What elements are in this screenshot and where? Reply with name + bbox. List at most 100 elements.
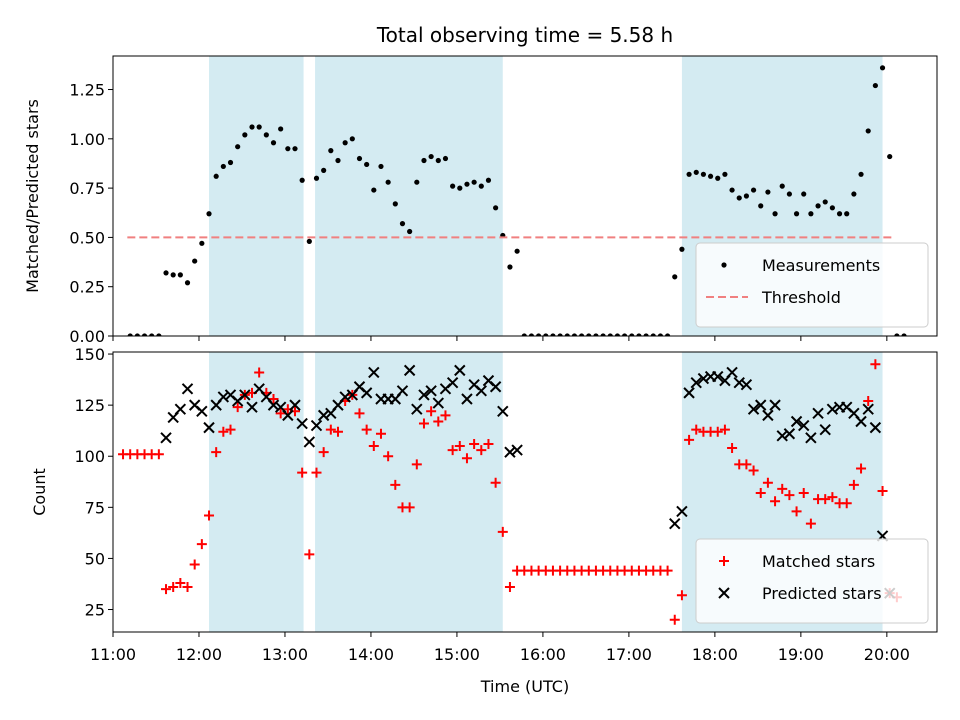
predicted-stars-point [339,391,351,403]
measurements-point [163,270,169,276]
predicted-stars-point [303,436,316,448]
legend-box [695,242,929,328]
measurements-point [779,183,785,189]
matched-stars-point [877,485,888,496]
matched-stars-point [791,506,802,517]
predicted-stars-point [669,517,681,530]
matched-stars-point [497,526,508,537]
matched-stars-point [669,614,680,625]
measurements-point [442,155,449,162]
matched-stars-point [189,559,200,570]
predicted-stars-point [296,417,308,430]
measurements-point [313,175,320,181]
predicted-stars-point [762,409,774,422]
predicted-stars-point [676,505,688,518]
measurements-point [636,333,642,336]
matched-stars-point [770,496,781,507]
measurements-point [349,136,355,142]
y-axis-label: Count [30,468,49,516]
measurements-point [586,333,592,336]
legend-measurements-label: Measurements [762,256,880,275]
measurements-point [836,211,843,217]
measurements-point [521,333,527,336]
matched-stars-point [461,453,472,464]
matched-stars-point [418,418,429,429]
predicted-stars-point [461,393,473,405]
matched-stars-point [755,488,766,499]
measurements-point [808,211,814,217]
measurements-point [378,163,384,170]
measurements-point [858,171,864,177]
chart-title: Total observing time = 5.58 h [376,23,673,47]
measurements-point [471,179,477,185]
measurements-point [664,333,671,336]
matched-stars-point [404,502,415,513]
matched-stars-point [798,488,809,499]
predicted-stars-point [411,403,423,415]
predicted-stars-point [783,428,796,440]
measurements-point [629,333,635,336]
predicted-stars-point [812,407,824,420]
measurements-point [743,193,750,199]
matched-stars-point [275,408,286,419]
measurements-point [493,205,499,211]
measurements-point [385,179,391,185]
y-tick-label: 150 [74,345,105,364]
matched-stars-point [232,402,243,413]
predicted-stars-point [497,405,509,417]
matched-stars-point [268,394,279,405]
predicted-stars-point [203,421,215,434]
y-axis-label: Matched/Predicted stars [23,99,42,293]
matched-stars-point [841,498,852,509]
matched-stars-point [727,443,738,454]
predicted-stars-point [819,423,831,436]
y-tick-label: 50 [85,549,105,568]
measurements-point [399,221,406,227]
matched-stars-point [433,416,444,427]
measurements-point [256,124,262,130]
predicted-stars-point [869,421,882,434]
measurements-point [693,169,699,175]
measurements-point [364,161,370,168]
legend-predicted-stars-swatch [718,587,730,599]
axes-frame [112,55,938,337]
y-tick-label: 0.25 [69,278,105,297]
matched-stars-point [684,434,695,445]
matched-stars-point [676,590,687,601]
measurements-point [571,333,578,336]
predicted-stars-point [855,415,867,428]
y-tick-label: 0.50 [69,228,105,247]
measurements-point [536,333,542,336]
y-tick-label: 75 [85,498,105,517]
measurements-point [607,333,613,336]
predicted-stars-point [755,399,767,411]
measurements-point [786,191,792,197]
measurements-point [478,183,484,189]
predicted-stars-point [747,403,760,415]
measurements-point [407,228,413,235]
predicted-stars-point [454,364,466,377]
measurements-point [715,175,721,181]
matched-stars-point [784,490,795,501]
measurements-point [765,189,771,195]
matched-stars-point [225,424,236,435]
matched-stars-point [848,479,859,490]
x-tick-label: 11:00 [90,645,136,664]
measurements-point [328,148,334,154]
matched-stars-point [469,438,480,449]
measurements-point [464,181,470,187]
y-tick-label: 100 [74,447,105,466]
measurements-point [435,157,441,164]
measurements-point [141,333,148,336]
measurements-point [285,146,291,152]
matched-stars-point [447,445,458,456]
measurements-point [199,240,205,246]
measurements-point [156,333,162,336]
measurements-point [750,187,757,193]
y-tick-label: 125 [74,396,105,415]
series-layer [127,65,907,336]
predicted-stars-point [862,403,874,415]
matched-stars-point [196,539,207,550]
matched-stars-point [368,441,379,452]
measurements-point [650,333,656,336]
